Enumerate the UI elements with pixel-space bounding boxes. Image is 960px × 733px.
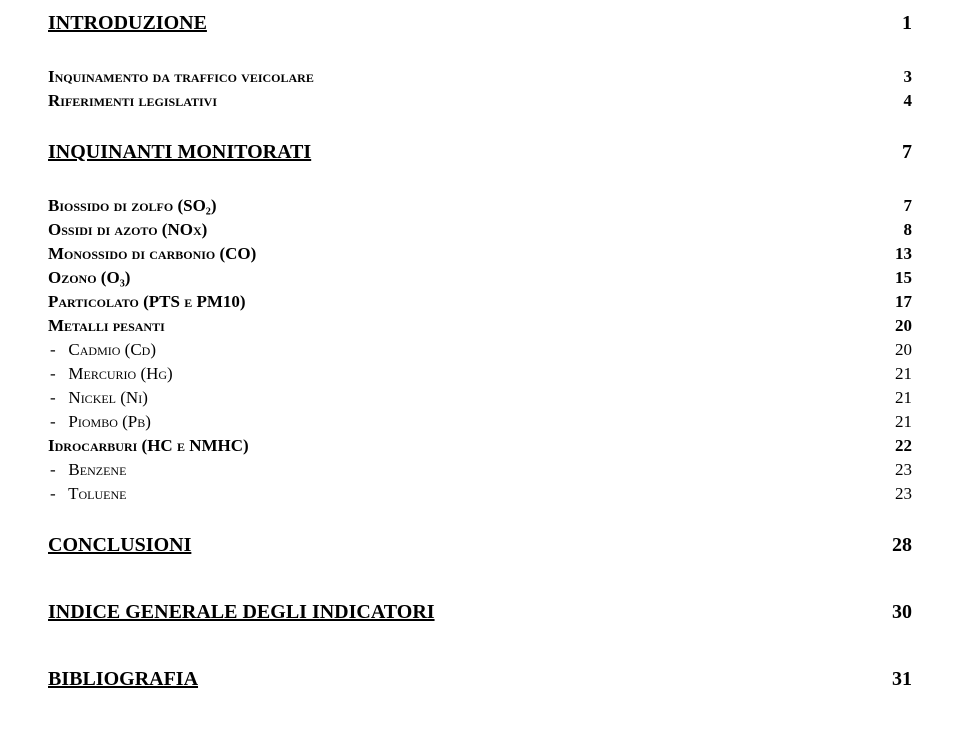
- toc-entry-page: 3: [888, 67, 913, 87]
- toc-entry-page: 1: [886, 12, 912, 35]
- toc-entry-title: Biossido di zolfo (SO₂): [48, 196, 217, 216]
- toc-entry-page: 17: [879, 292, 912, 312]
- toc-entry: INDICE GENERALE DEGLI INDICATORI 30: [48, 601, 912, 624]
- toc-entry: Metalli pesanti 20: [48, 316, 912, 336]
- toc-entry-title: INQUINANTI MONITORATI: [48, 141, 311, 164]
- toc-entry-title: INDICE GENERALE DEGLI INDICATORI: [48, 601, 435, 624]
- toc-entry-title: Idrocarburi (HC e NMHC): [48, 436, 249, 456]
- toc-entry-page: 21: [879, 412, 912, 432]
- toc-entry-title: - Benzene: [48, 460, 126, 480]
- toc-spacer: [48, 360, 912, 362]
- toc-entry-title: CONCLUSIONI: [48, 534, 191, 557]
- toc-page: INTRODUZIONE 1 Inquinamento da traffico ve…: [0, 0, 960, 723]
- toc-entry-title: Particolato (PTS e PM10): [48, 292, 246, 312]
- toc-entry-title: INTRODUZIONE: [48, 12, 207, 35]
- toc-entry-page: 20: [879, 340, 912, 360]
- toc-spacer: [48, 432, 912, 434]
- toc-entry-page: 23: [879, 460, 912, 480]
- toc-entry: Idrocarburi (HC e NMHC) 22: [48, 436, 912, 456]
- toc-spacer: [48, 35, 912, 65]
- toc-entry-page: 13: [879, 244, 912, 264]
- toc-entry-page: 4: [888, 91, 913, 111]
- toc-entry-page: 22: [879, 436, 912, 456]
- toc-spacer: [48, 408, 912, 410]
- toc-entry: - Toluene 23: [48, 484, 912, 504]
- toc-entry-page: 21: [879, 364, 912, 384]
- toc-spacer: [48, 288, 912, 290]
- toc-entry-page: 23: [879, 484, 912, 504]
- toc-entry-title: - Piombo (Pb): [48, 412, 151, 432]
- toc-entry: CONCLUSIONI 28: [48, 534, 912, 557]
- toc-entry: Ozono (O₃) 15: [48, 268, 912, 288]
- toc-entry-title: Inquinamento da traffico veicolare: [48, 67, 314, 87]
- toc-entry: - Cadmio (Cd) 20: [48, 340, 912, 360]
- toc-entry-page: 28: [876, 534, 912, 557]
- toc-spacer: [48, 240, 912, 242]
- toc-entry: Riferimenti legislativi 4: [48, 91, 912, 111]
- toc-entry: INQUINANTI MONITORATI 7: [48, 141, 912, 164]
- toc-entry-page: 31: [876, 668, 912, 691]
- toc-entry-title: Ozono (O₃): [48, 268, 130, 288]
- toc-spacer: [48, 87, 912, 89]
- toc-entry-page: 30: [876, 601, 912, 624]
- toc-spacer: [48, 312, 912, 314]
- toc-entry: - Nickel (Ni) 21: [48, 388, 912, 408]
- toc-spacer: [48, 264, 912, 266]
- toc-entry-title: - Mercurio (Hg): [48, 364, 173, 384]
- toc-spacer: [48, 456, 912, 458]
- toc-entry: Ossidi di azoto (NOx) 8: [48, 220, 912, 240]
- toc-entry-title: Riferimenti legislativi: [48, 91, 217, 111]
- toc-entry-title: Metalli pesanti: [48, 316, 165, 336]
- toc-spacer: [48, 164, 912, 194]
- toc-entry: - Mercurio (Hg) 21: [48, 364, 912, 384]
- toc-spacer: [48, 336, 912, 338]
- toc-entry-page: 15: [879, 268, 912, 288]
- toc-entry-page: 8: [888, 220, 913, 240]
- toc-entry-title: Monossido di carbonio (CO): [48, 244, 256, 264]
- toc-spacer: [48, 504, 912, 534]
- toc-entry-page: 7: [886, 141, 912, 164]
- toc-entry-title: - Nickel (Ni): [48, 388, 148, 408]
- toc-spacer: [48, 384, 912, 386]
- toc-entry-page: 20: [879, 316, 912, 336]
- toc-spacer: [48, 557, 912, 601]
- toc-entry: Particolato (PTS e PM10) 17: [48, 292, 912, 312]
- toc-entry: - Piombo (Pb) 21: [48, 412, 912, 432]
- toc-entry: Inquinamento da traffico veicolare 3: [48, 67, 912, 87]
- toc-entry: Biossido di zolfo (SO₂) 7: [48, 196, 912, 216]
- toc-spacer: [48, 480, 912, 482]
- toc-entry-page: 21: [879, 388, 912, 408]
- toc-entry: BIBLIOGRAFIA 31: [48, 668, 912, 691]
- toc-entry: - Benzene 23: [48, 460, 912, 480]
- toc-spacer: [48, 111, 912, 141]
- toc-entry: INTRODUZIONE 1: [48, 12, 912, 35]
- toc-spacer: [48, 216, 912, 218]
- toc-entry-title: Ossidi di azoto (NOx): [48, 220, 207, 240]
- toc-entry-page: 7: [888, 196, 913, 216]
- toc-entry-title: BIBLIOGRAFIA: [48, 668, 198, 691]
- toc-entry-title: - Cadmio (Cd): [48, 340, 156, 360]
- toc-entry: Monossido di carbonio (CO) 13: [48, 244, 912, 264]
- toc-container: INTRODUZIONE 1 Inquinamento da traffico ve…: [48, 12, 912, 691]
- toc-spacer: [48, 624, 912, 668]
- toc-entry-title: - Toluene: [48, 484, 126, 504]
